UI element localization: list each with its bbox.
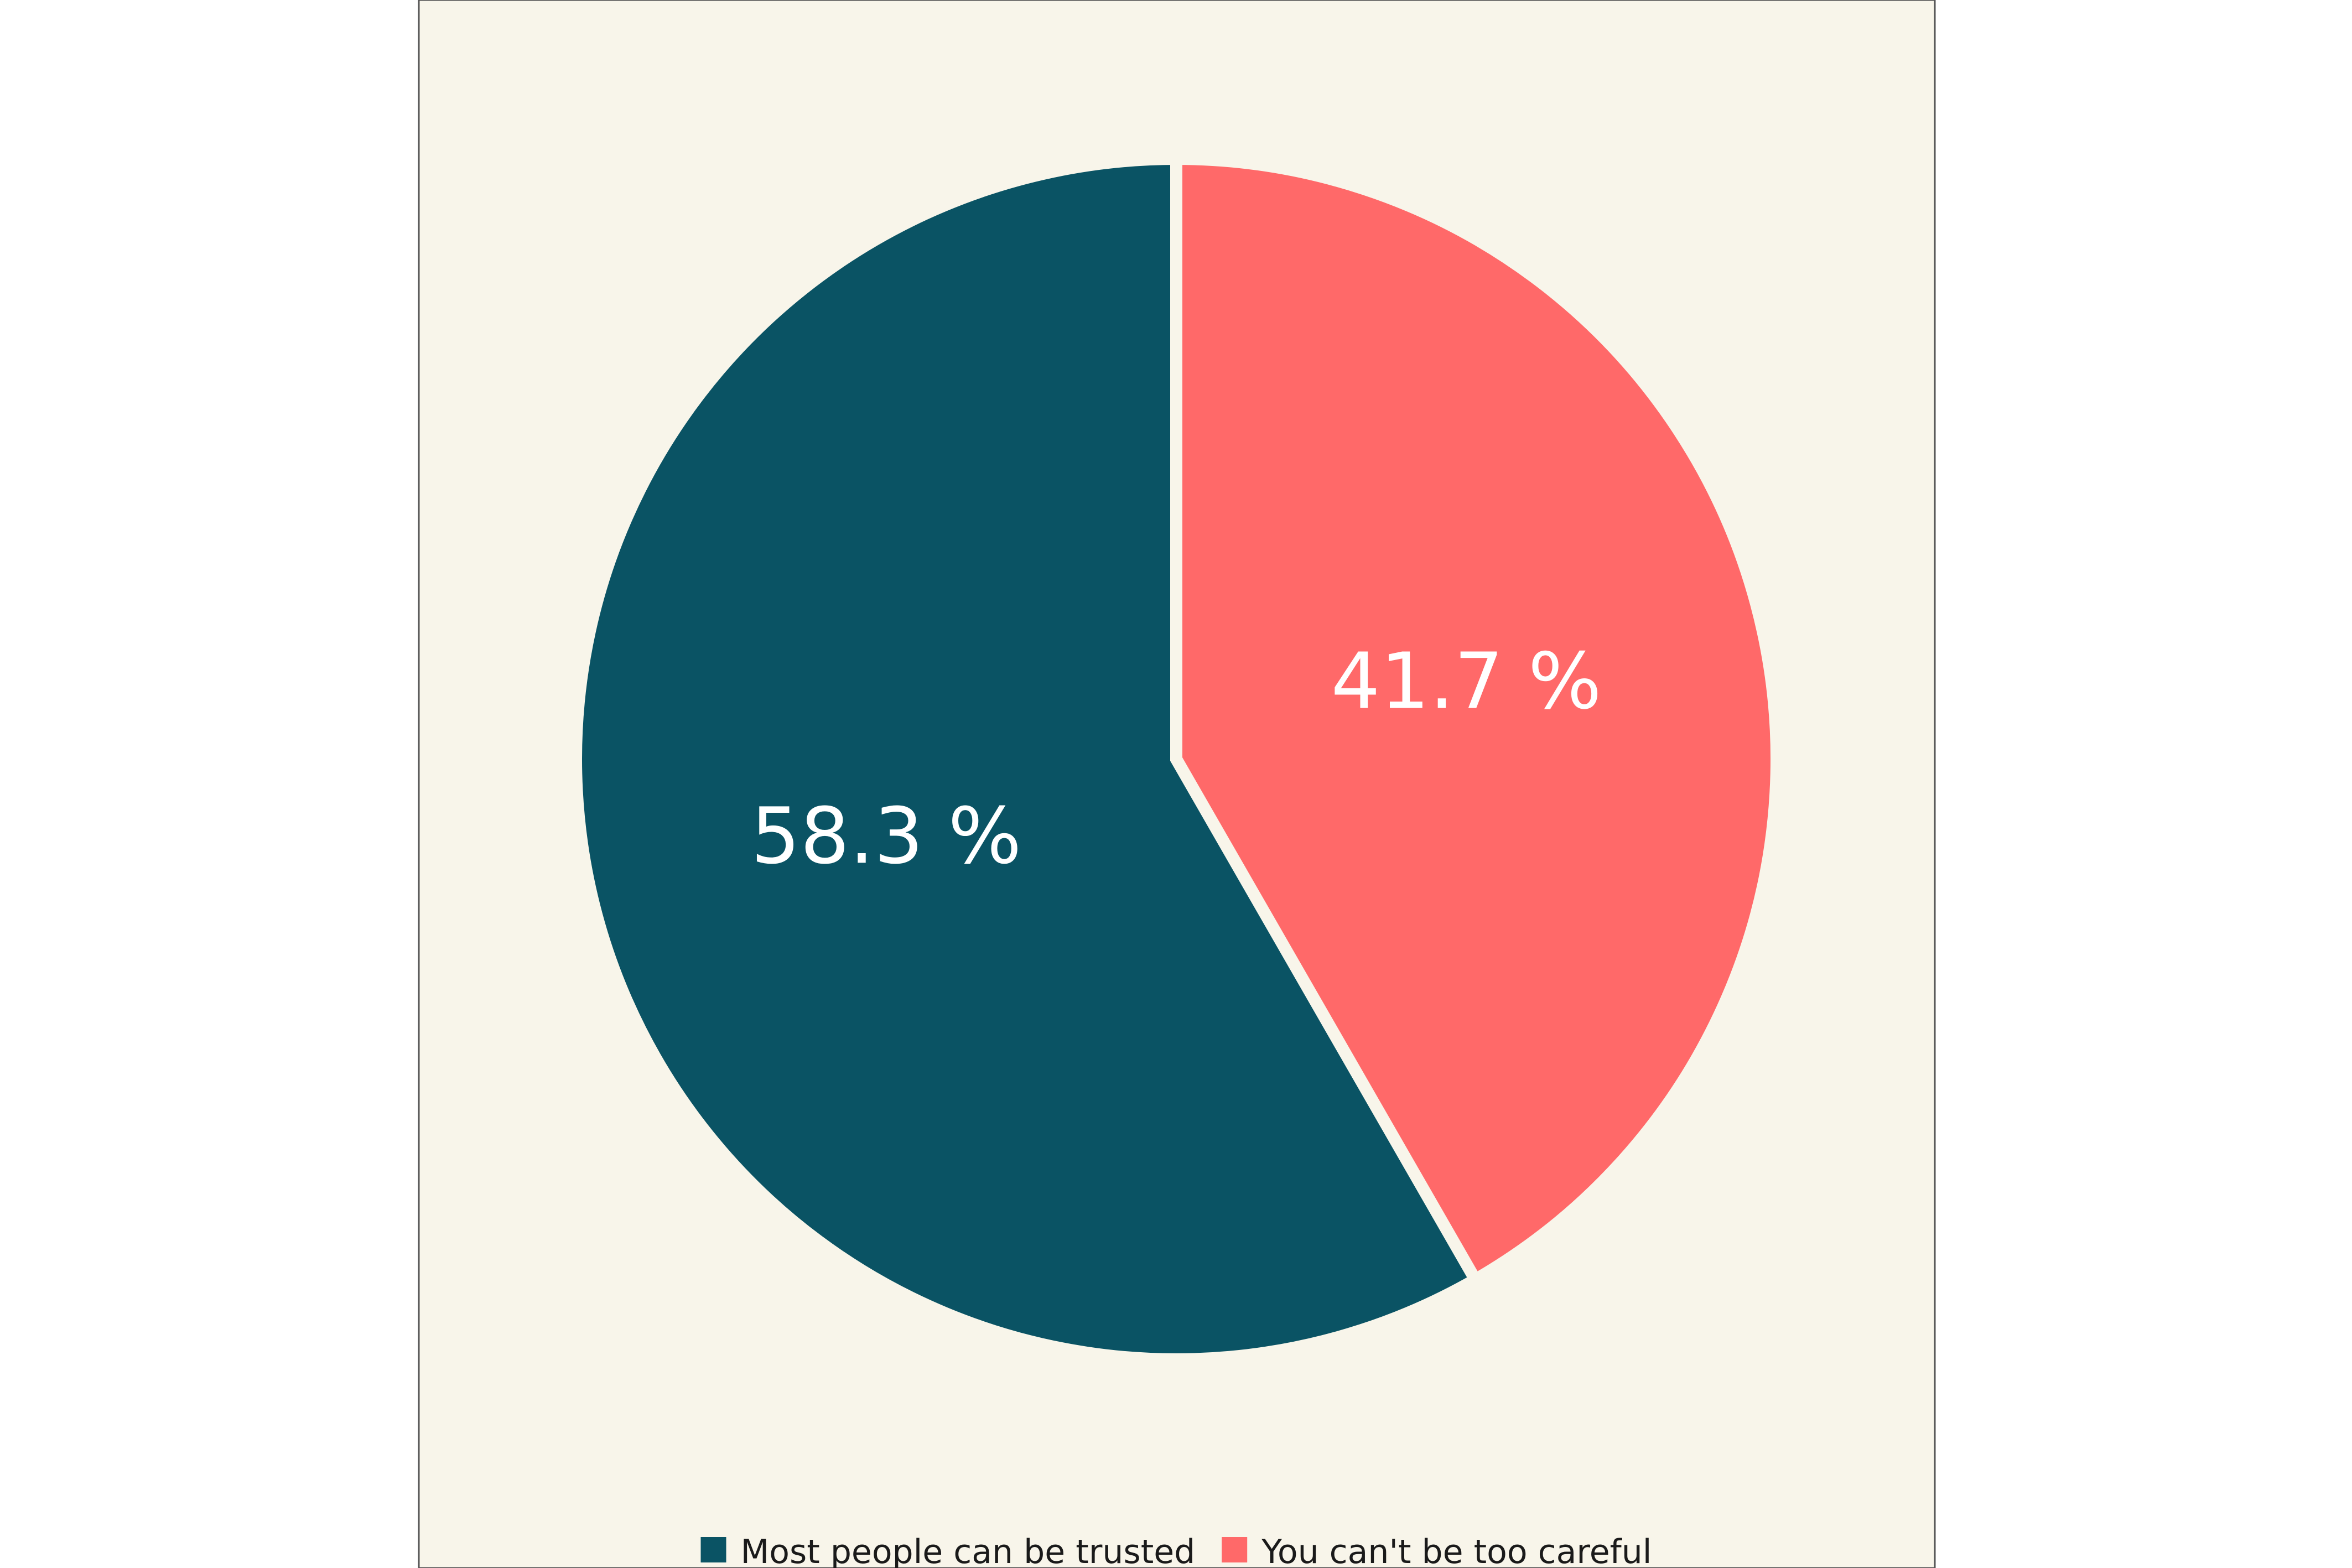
pie-slice-2 <box>1170 152 1783 1288</box>
pie-slices <box>570 152 1783 1365</box>
pie-slice-2-label: 41.7 % <box>1331 637 1602 727</box>
pie-labels: 58.3 % 41.7 % <box>751 637 1602 882</box>
legend: Most people can be trusted You can't be t… <box>700 1533 1652 1568</box>
pie-slice-1-label: 58.3 % <box>751 791 1021 881</box>
legend-label-2: You can't be too careful <box>1261 1533 1652 1568</box>
legend-swatch-1 <box>700 1537 726 1562</box>
legend-swatch-2 <box>1222 1537 1248 1562</box>
pie-slice-1 <box>570 152 1484 1365</box>
legend-label-1: Most people can be trusted <box>741 1533 1196 1568</box>
